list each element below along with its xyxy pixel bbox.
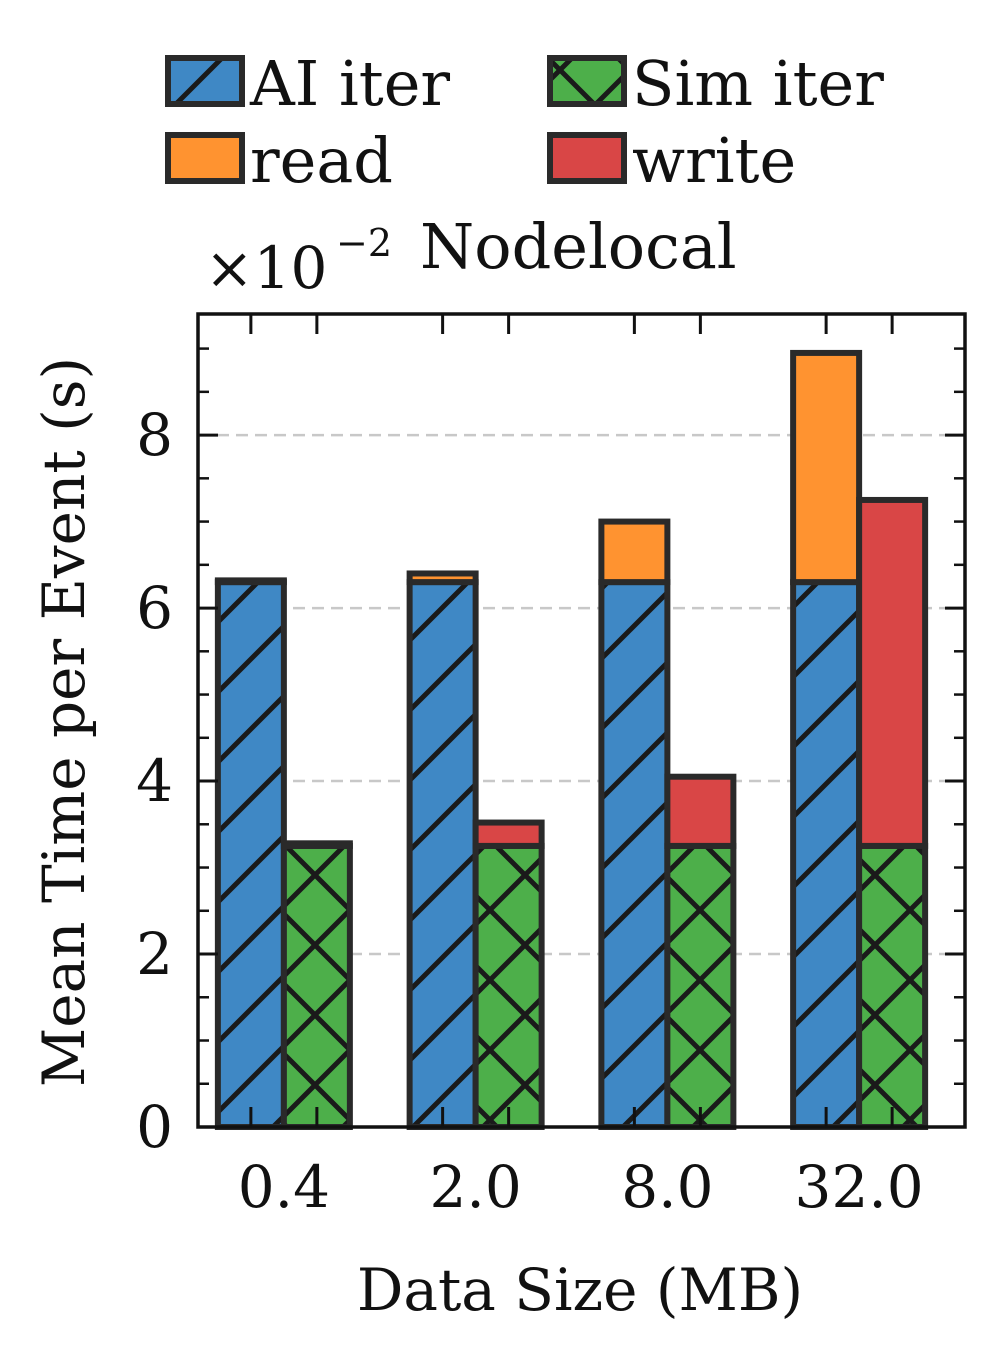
legend-border-3 <box>547 132 627 184</box>
y-tick-label-3: 6 <box>136 574 173 642</box>
bar-hatch-2-2 <box>667 845 734 1127</box>
y-axis-label: Mean Time per Event (s) <box>30 357 98 1087</box>
legend-swatch-1 <box>168 135 242 181</box>
bar-read-2.0 <box>409 573 476 583</box>
bar-outline-3-2 <box>664 773 737 849</box>
legend-border-1 <box>165 132 245 184</box>
bar-hatch-2-0 <box>283 845 350 1127</box>
y-tick-label-4: 8 <box>136 401 173 469</box>
bar-hatch-0-3 <box>793 582 860 1127</box>
bar-hatch-0-0 <box>217 582 284 1127</box>
tick-labels: 0 2 4 6 8 0.4 2.0 8.0 32.0 <box>136 401 924 1221</box>
legend-hatch-2 <box>550 58 624 104</box>
y-tick-label-1: 2 <box>136 920 173 988</box>
bar-hatch-2-1 <box>475 845 542 1127</box>
bar-outline-1-2 <box>598 518 671 586</box>
bar-write-32.0 <box>859 499 926 846</box>
bar-outline-1-0 <box>214 577 287 586</box>
bar-outline-1-1 <box>406 570 479 586</box>
bar-outline-3-0 <box>280 840 353 849</box>
x-tick-label-3: 32.0 <box>795 1153 924 1221</box>
plot-frame <box>196 312 967 1129</box>
legend-border-0 <box>165 55 245 107</box>
y-tick-label-0: 0 <box>136 1093 173 1161</box>
chart-title: Nodelocal <box>420 210 737 283</box>
bar-outline-3-3 <box>856 496 929 849</box>
scale-factor: ×10 <box>205 234 327 302</box>
bar-write-8.0 <box>667 776 734 846</box>
bar-outline-1-3 <box>790 349 863 586</box>
bar-hatch-2-3 <box>859 845 926 1127</box>
legend-label-3: write <box>632 124 796 197</box>
y-tick-label-2: 4 <box>136 747 173 815</box>
axis-ticks <box>198 314 965 1129</box>
x-tick-label-1: 2.0 <box>430 1153 522 1221</box>
legend-label-1: read <box>250 124 393 197</box>
x-tick-label-2: 8.0 <box>621 1153 713 1221</box>
legend-swatch-3 <box>550 135 624 181</box>
bar-hatch-0-1 <box>409 582 476 1127</box>
legend-label-2: Sim iter <box>632 47 884 120</box>
bar-outline-3-1 <box>472 819 545 849</box>
legend-label-0: AI iter <box>249 47 450 120</box>
x-axis-label: Data Size (MB) <box>357 1256 803 1324</box>
bar-hatch-0-2 <box>601 582 668 1127</box>
bar-write-2.0 <box>475 822 542 846</box>
legend: AI iter Sim iter read write <box>165 47 884 197</box>
bar-read-32.0 <box>793 352 860 583</box>
legend-border-2 <box>547 55 627 107</box>
scale-exponent: −2 <box>336 221 392 265</box>
grid-lines <box>198 433 965 956</box>
bars <box>214 349 929 1130</box>
x-tick-label-0: 0.4 <box>238 1153 330 1221</box>
bar-read-8.0 <box>601 521 668 583</box>
legend-hatch-0 <box>168 58 242 104</box>
